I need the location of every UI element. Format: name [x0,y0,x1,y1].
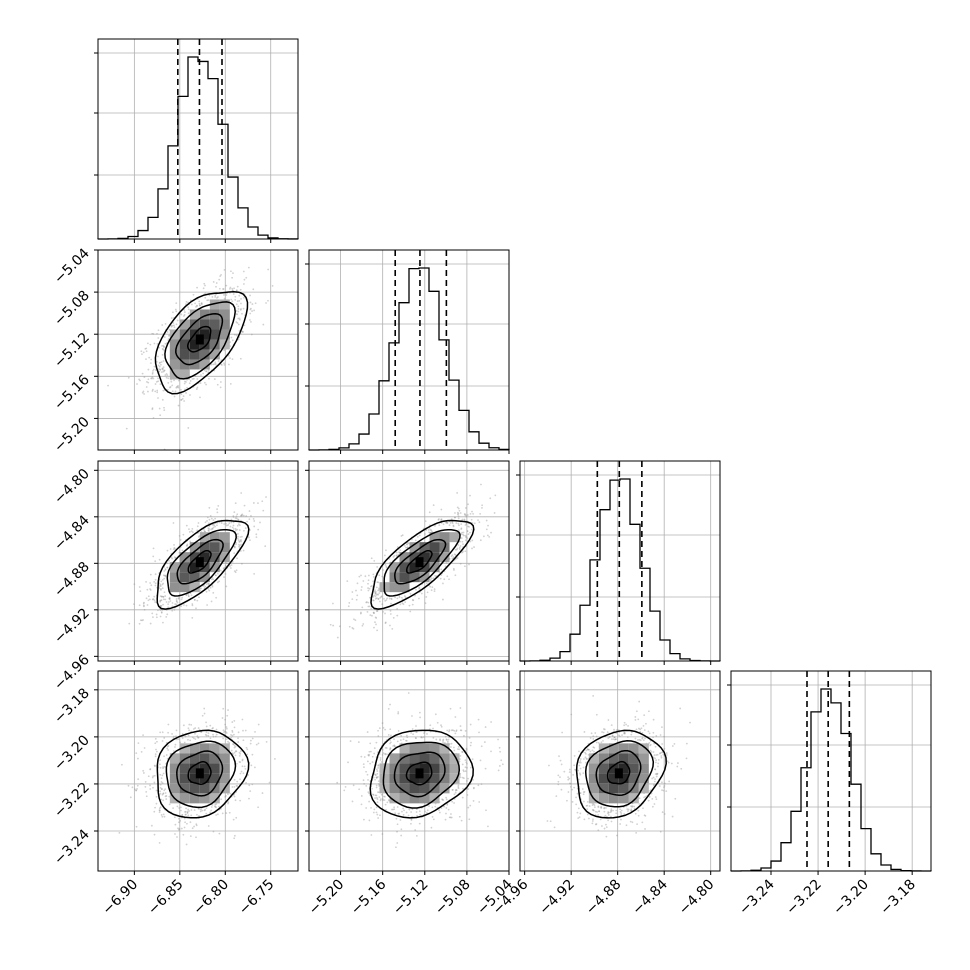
x-tick-label: −4.84 [629,876,671,918]
density-panel-4-2 [309,671,509,871]
sample-points [546,695,691,838]
panel-frame [97,670,299,872]
y-tick-label: −3.24 [51,826,93,868]
y-tick-label: −5.16 [51,372,93,414]
contour-level-2 [595,749,642,796]
x-tick-label: −5.16 [348,876,390,918]
panel-frame [97,38,299,240]
contour-level-1 [186,325,212,353]
x-tick-label: −4.92 [536,877,578,919]
x-tick-label: −5.08 [432,877,474,919]
y-tick-label: −5.20 [51,414,93,456]
x-tick-label: −3.20 [830,877,872,919]
contour-level-1 [187,761,212,785]
y-tick-label: −5.12 [51,330,93,372]
histogram-steps [308,267,510,451]
panel-frame [308,249,510,451]
x-tick-label: −5.20 [306,877,348,919]
density-peak [415,768,424,779]
x-tick-label: −4.88 [583,877,625,919]
histogram-panel-1 [97,39,299,240]
y-tick-label: −3.18 [51,685,93,727]
density-peak [614,768,623,779]
density-panel-4-1 [98,671,298,871]
contour-level-3 [166,529,237,597]
contour-level-2 [176,538,224,585]
contour-level-3 [164,301,236,380]
contour-level-3 [584,740,655,808]
y-tick-label: −4.92 [51,605,93,647]
density-cells [169,532,230,593]
contour-level-4 [575,729,667,819]
histogram-steps [97,56,299,240]
contour-level-4 [369,729,474,819]
histogram-steps [730,688,932,872]
contour-level-3 [383,529,461,597]
contour-level-1 [187,549,212,574]
y-tick-label: −5.08 [51,288,93,330]
density-panel-3-1 [98,461,298,661]
contour-level-2 [393,751,446,798]
density-peak [195,768,204,779]
panel-frame [519,670,721,872]
contour-level-2 [394,538,447,585]
y-tick-label: −4.80 [51,466,93,508]
histogram-panel-4 [730,671,932,872]
panel-frame [519,460,721,662]
x-tick-label: −6.75 [236,877,278,919]
panel-frame [97,460,299,662]
x-tick-label: −6.90 [100,877,142,919]
panel-frame [97,249,299,451]
y-tick-label: −3.20 [51,732,93,774]
panel-frame [308,670,510,872]
histogram-steps [519,478,721,662]
x-tick-label: −5.12 [390,877,432,919]
sample-points [336,692,504,849]
density-panel-2-1 [98,250,298,450]
contour-level-4 [156,519,250,610]
density-peak [195,334,204,345]
panel-frame [308,460,510,662]
histogram-panel-2 [308,250,510,451]
contour-level-3 [165,740,237,809]
contour-level-4 [154,290,249,395]
y-tick-label: −4.96 [51,652,93,694]
contour-level-2 [175,313,224,366]
y-tick-label: −4.84 [51,512,93,554]
x-tick-label: −6.85 [145,877,187,919]
density-peak [195,557,204,568]
x-tick-label: −3.18 [877,877,919,919]
x-tick-label: −4.80 [676,877,718,919]
x-tick-label: −3.24 [736,876,778,918]
density-cells [588,743,649,804]
histogram-panel-3 [519,461,721,662]
contour-level-4 [156,729,250,819]
panel-frame [730,670,932,872]
density-peak [415,557,424,568]
y-tick-label: −3.22 [51,779,93,821]
contour-level-2 [176,750,224,797]
y-tick-label: −5.04 [51,245,93,287]
contour-level-4 [370,519,475,610]
contour-level-3 [382,741,461,809]
x-tick-label: −6.80 [190,877,232,919]
contour-level-1 [405,549,433,574]
density-panel-3-2 [309,461,509,661]
y-tick-label: −4.88 [51,559,93,601]
contour-level-1 [606,760,631,785]
contour-level-1 [405,761,433,786]
density-panel-4-3 [520,671,720,871]
x-tick-label: −3.22 [783,877,825,919]
